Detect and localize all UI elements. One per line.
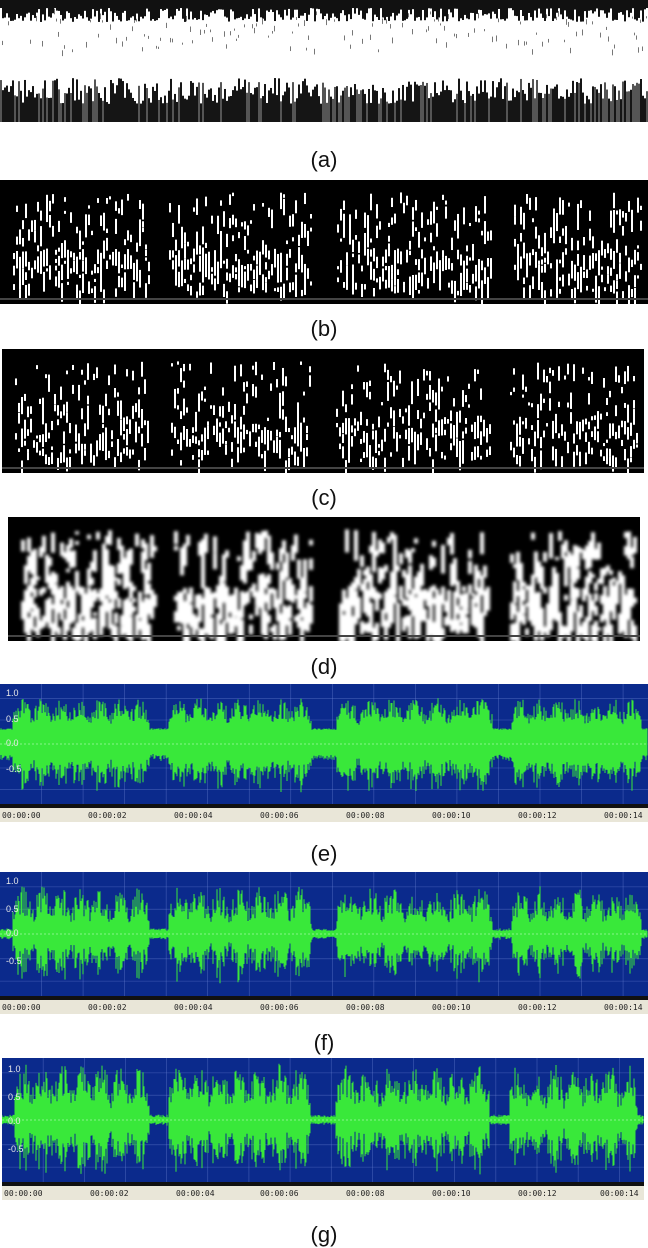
time-label: 00:00:08: [346, 811, 385, 820]
time-label: 00:00:12: [518, 811, 557, 820]
time-label: 00:00:06: [260, 1003, 299, 1012]
time-label: 00:00:04: [174, 1003, 213, 1012]
spectrogram-d: [8, 517, 640, 641]
amp-label-neg-half: -0.5: [8, 1144, 24, 1154]
time-label: 00:00:00: [2, 1003, 41, 1012]
caption-d: (d): [310, 654, 338, 679]
caption-f: (f): [313, 1030, 335, 1055]
caption-c: (c): [311, 485, 337, 510]
time-label: 00:00:08: [346, 1189, 385, 1198]
waveform-f: 1.0 0.5 0.0 -0.5 00:00:00 00:00:02 00:00…: [0, 872, 648, 1014]
amp-label-zero: 0.0: [6, 738, 19, 748]
time-label: 00:00:14: [604, 811, 643, 820]
caption-b: (b): [310, 316, 338, 341]
spectrogram-c-image: [2, 361, 644, 473]
time-label: 00:00:10: [432, 1189, 471, 1198]
caption-e: (e): [310, 841, 338, 866]
time-label: 00:00:04: [174, 811, 213, 820]
spectrogram-b: [0, 180, 648, 304]
waveform-e-plot: [0, 684, 648, 804]
spectrogram-b-image: [0, 192, 648, 304]
time-label: 00:00:06: [260, 811, 299, 820]
timeline-g: 00:00:00 00:00:02 00:00:04 00:00:06 00:0…: [2, 1182, 644, 1200]
time-label: 00:00:04: [176, 1189, 215, 1198]
waveform-g-plot: [2, 1058, 644, 1182]
waveform-f-plot: [0, 872, 648, 996]
time-label: 00:00:10: [432, 1003, 471, 1012]
waveform-e: 1.0 0.5 0.0 -0.5 00:00:00 00:00:02 00:00…: [0, 684, 648, 822]
time-label: 00:00:02: [90, 1189, 129, 1198]
caption-a: (a): [310, 147, 338, 172]
amp-label-zero: 0.0: [8, 1116, 21, 1126]
time-label: 00:00:06: [260, 1189, 299, 1198]
spectrogram-d-image: [8, 529, 640, 641]
amp-label-half: 0.5: [6, 904, 19, 914]
time-label: 00:00:12: [518, 1189, 557, 1198]
time-label: 00:00:12: [518, 1003, 557, 1012]
waveform-g: 1.0 0.5 0.0 -0.5 00:00:00 00:00:02 00:00…: [2, 1058, 644, 1200]
time-label: 00:00:08: [346, 1003, 385, 1012]
time-label: 00:00:00: [4, 1189, 43, 1198]
timeline-f: 00:00:00 00:00:02 00:00:04 00:00:06 00:0…: [0, 996, 648, 1014]
amp-label-top: 1.0: [6, 688, 19, 698]
time-label: 00:00:02: [88, 1003, 127, 1012]
amp-label-half: 0.5: [6, 714, 19, 724]
amp-label-top: 1.0: [8, 1064, 21, 1074]
time-label: 00:00:02: [88, 811, 127, 820]
timeline-e: 00:00:00 00:00:02 00:00:04 00:00:06 00:0…: [0, 804, 648, 822]
caption-g: (g): [310, 1222, 338, 1247]
amp-label-neg-half: -0.5: [6, 764, 22, 774]
time-label: 00:00:14: [604, 1003, 643, 1012]
time-label: 00:00:10: [432, 811, 471, 820]
amp-label-zero: 0.0: [6, 928, 19, 938]
spectrogram-c: [2, 349, 644, 473]
amp-label-top: 1.0: [6, 876, 19, 886]
spectrogram-a-image: [0, 0, 648, 122]
time-label: 00:00:00: [2, 811, 41, 820]
amp-label-half: 0.5: [8, 1092, 21, 1102]
spectrogram-a: [0, 0, 648, 122]
time-label: 00:00:14: [600, 1189, 639, 1198]
amp-label-neg-half: -0.5: [6, 956, 22, 966]
